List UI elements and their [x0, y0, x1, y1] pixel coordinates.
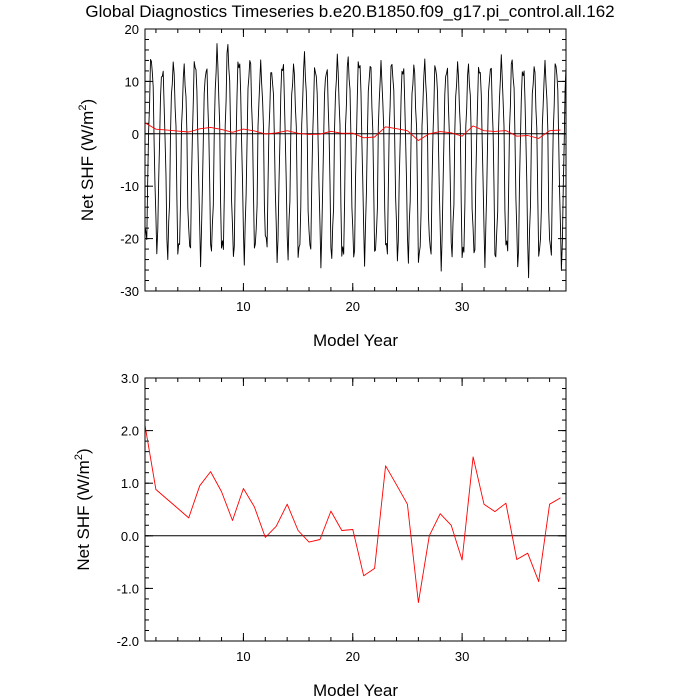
- figure-title: Global Diagnostics Timeseries b.e20.B185…: [85, 2, 614, 21]
- plot-frame: [144, 28, 567, 292]
- plot-frame: [144, 377, 567, 642]
- x-tick-label: 10: [236, 299, 250, 314]
- y-tick-label: -20: [120, 232, 139, 247]
- y-tick-label: 10: [125, 74, 139, 89]
- y-tick-label: 20: [125, 22, 139, 37]
- monthly-series-line: [144, 43, 567, 279]
- x-tick-label: 30: [455, 299, 469, 314]
- y-axis-label: Net SHF (W/m2): [77, 99, 97, 221]
- timeseries-panel-bottom: -2.0 -1.0 0.0 1.0 2.0 3.0 10 20 30 Model Year Net …: [73, 371, 567, 700]
- x-axis-label: Model Year: [313, 681, 398, 700]
- y-tick-label: 1.0: [121, 476, 139, 491]
- y-axis-label: Net SHF (W/m2): [73, 448, 93, 570]
- y-tick-label: 3.0: [121, 371, 139, 386]
- y-tick-label: -1.0: [117, 581, 139, 596]
- timeseries-panel-top: -30 -20 -10 0 10 20 10 20 30 Model Year Net SHF (W…: [77, 22, 567, 350]
- annual-mean-series-line: [144, 425, 561, 604]
- x-tick-label: 20: [346, 649, 360, 664]
- y-tick-label: -30: [120, 284, 139, 299]
- x-tick-label: 20: [346, 299, 360, 314]
- annual-mean-series-line: [144, 122, 561, 141]
- y-tick-label: 2.0: [121, 424, 139, 439]
- x-tick-label: 10: [236, 649, 250, 664]
- y-tick-label: 0: [132, 127, 139, 142]
- x-axis-label: Model Year: [313, 331, 398, 350]
- y-tick-label: -10: [120, 179, 139, 194]
- y-tick-label: -2.0: [117, 634, 139, 649]
- x-tick-label: 30: [455, 649, 469, 664]
- y-tick-label: 0.0: [121, 529, 139, 544]
